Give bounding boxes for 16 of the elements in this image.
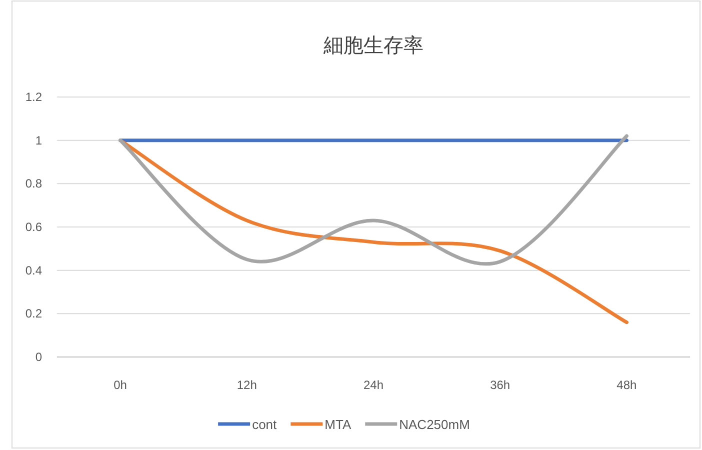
y-tick-label: 0.6 [25, 220, 42, 234]
y-tick-label: 0.2 [25, 306, 42, 321]
x-tick-label: 24h [363, 378, 384, 392]
x-tick-label: 0h [114, 378, 127, 392]
y-tick-label: 0 [35, 350, 42, 364]
legend-label: MTA [324, 417, 352, 432]
chart-title: 細胞生存率 [322, 35, 424, 57]
legend-label: cont [252, 417, 278, 432]
x-tick-label: 12h [236, 378, 257, 392]
x-tick-label: 48h [616, 378, 637, 392]
y-tick-label: 0.4 [25, 263, 42, 278]
y-tick-label: 1.2 [25, 90, 42, 104]
x-tick-label: 36h [490, 378, 510, 392]
y-tick-label: 0.8 [25, 176, 42, 191]
legend-label: NAC250mM [399, 417, 470, 432]
y-tick-label: 1 [35, 133, 42, 148]
